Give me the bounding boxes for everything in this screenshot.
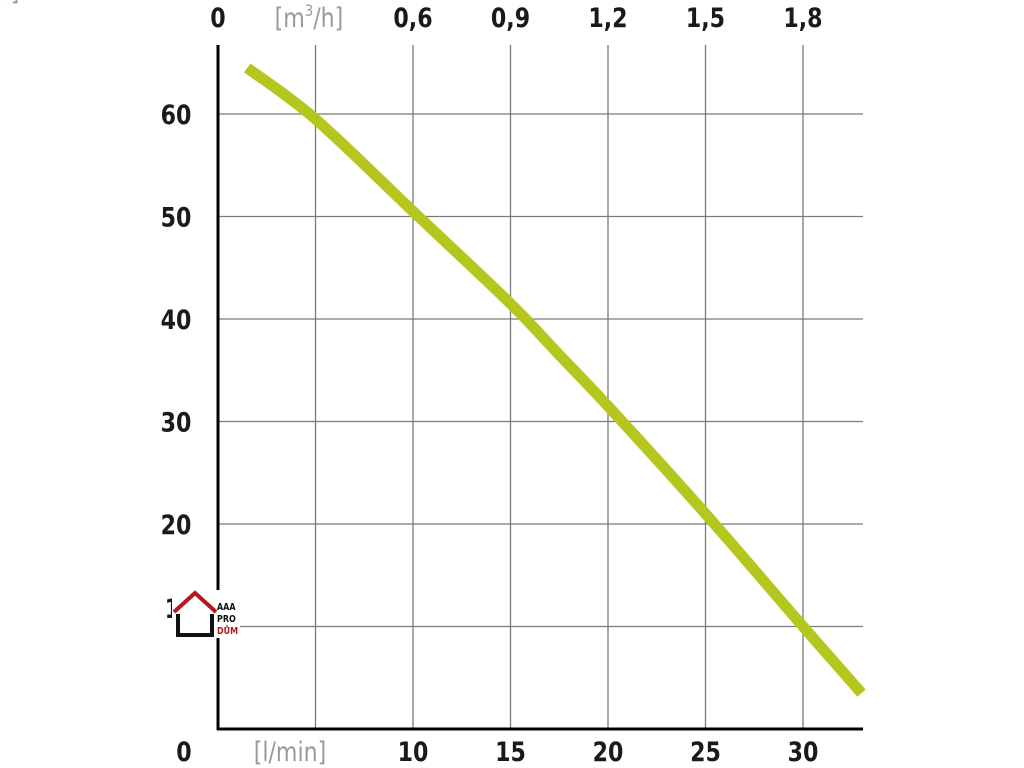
x-bottom-unit-label: [l/min] xyxy=(254,736,327,768)
series-layer xyxy=(243,63,866,697)
y-unit-label: [m] xyxy=(0,0,19,7)
x-bottom-tick-label: 25 xyxy=(690,736,721,768)
x-bottom-tick-label: 20 xyxy=(593,736,624,768)
x-top-tick-label: 0,6 xyxy=(393,2,432,34)
series-line-0 xyxy=(243,63,866,697)
x-top-tick-label: 1,5 xyxy=(686,2,725,34)
x-bottom-tick-label: 30 xyxy=(788,736,819,768)
y-tick-label: 40 xyxy=(161,304,192,336)
x-top-tick-label: 1,2 xyxy=(588,2,627,34)
logo-text-line1: AAA xyxy=(217,602,236,613)
y-tick-label: 60 xyxy=(161,99,192,131)
x-top-unit-sup: 3 xyxy=(305,2,313,21)
grid xyxy=(218,45,863,729)
tick-labels: 0 10 15 20 25 30 [l/min] 0 0,6 0,9 1,2 1,5 1,8 [m3/h]… xyxy=(0,0,823,768)
aaa-pro-dum-logo: 1AAAPRODŮM xyxy=(165,590,240,638)
x-bottom-tick-label: 0 xyxy=(176,736,191,768)
logo-background xyxy=(172,590,240,638)
logo-text-line2: PRO xyxy=(217,614,236,625)
axes xyxy=(216,45,863,731)
logo-walls xyxy=(176,614,214,637)
x-top-tick-label: 0 xyxy=(210,2,225,34)
x-top-unit-label: [m3/h] xyxy=(275,2,344,34)
x-bottom-tick-label: 10 xyxy=(398,736,429,768)
x-bottom-tick-label: 15 xyxy=(495,736,526,768)
logo-text-line3: DŮM xyxy=(217,624,238,637)
x-top-unit-suffix: /h] xyxy=(313,2,343,34)
y-tick-label: 20 xyxy=(161,509,192,541)
x-top-tick-label: 1,8 xyxy=(783,2,822,34)
logo-roof xyxy=(172,590,218,614)
y-tick-label: 30 xyxy=(161,406,192,438)
y-tick-label: 50 xyxy=(161,201,192,233)
x-top-tick-label: 0,9 xyxy=(491,2,530,34)
x-top-unit-prefix: [m xyxy=(275,2,305,34)
